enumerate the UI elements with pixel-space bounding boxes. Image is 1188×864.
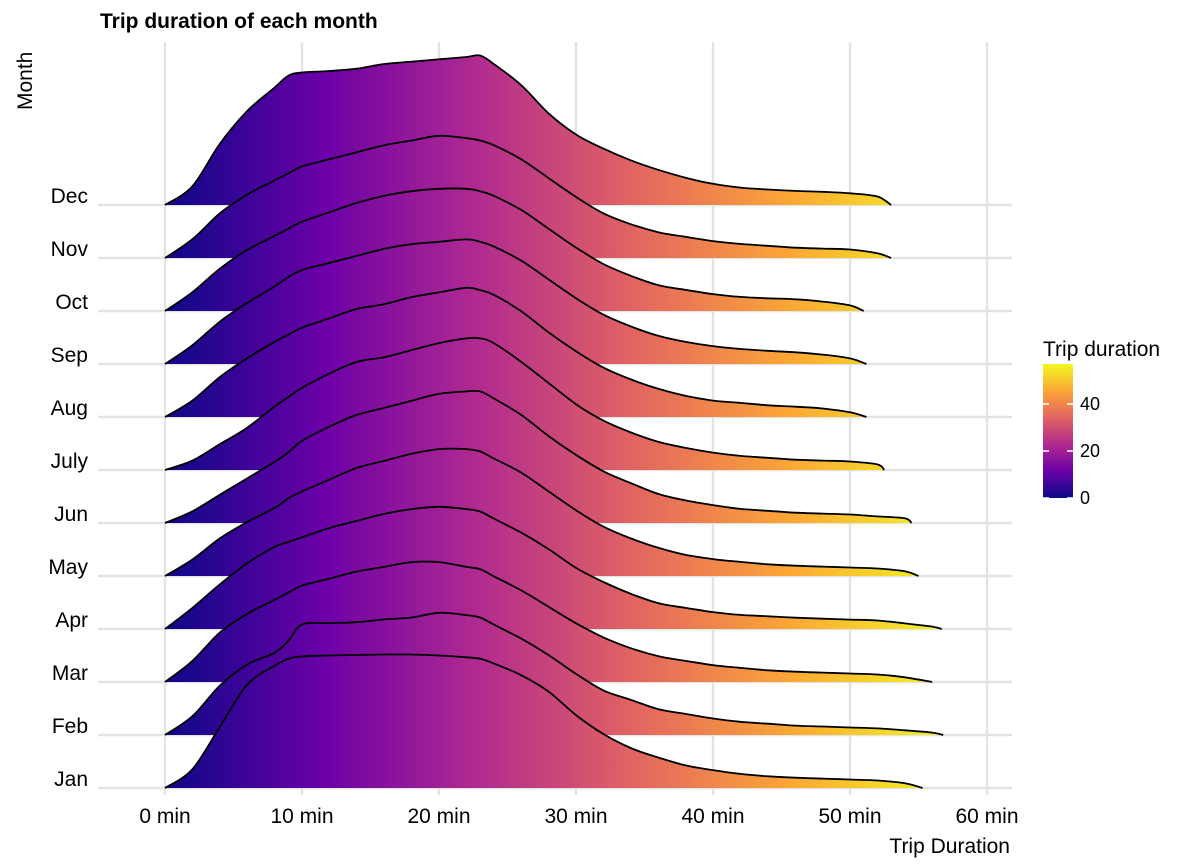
month-label: Mar	[52, 662, 88, 685]
ridge-outline	[164, 238, 867, 365]
ridge-outline	[164, 653, 923, 789]
month-label: May	[48, 556, 88, 579]
x-tick-labels: 0 min 10 min 20 min 30 min 40 min 50 min 60 mi…	[139, 805, 1018, 828]
x-tick-label: 40 min	[681, 805, 744, 828]
x-axis-title: Trip Duration	[889, 835, 1010, 858]
legend-tick-label: 0	[1080, 488, 1090, 508]
ridge-jan	[164, 653, 923, 789]
legend-colorbar	[1043, 364, 1073, 498]
ridge-outline	[164, 187, 865, 312]
x-tick-label: 60 min	[955, 805, 1018, 828]
month-label: Nov	[51, 238, 89, 261]
month-label: Aug	[51, 397, 88, 420]
ridge-outline	[164, 54, 892, 206]
ridge-outline	[164, 134, 892, 259]
ridge-fill	[165, 654, 923, 788]
month-label: Oct	[55, 291, 88, 314]
legend-tick-label: 20	[1080, 441, 1100, 461]
ridge-outline	[164, 389, 913, 524]
x-tick-label: 50 min	[818, 805, 881, 828]
ridge-outline	[164, 447, 919, 577]
ridge-outline	[164, 505, 943, 630]
month-label: Apr	[55, 609, 88, 632]
month-label: Jan	[54, 768, 88, 791]
x-tick-label: 20 min	[407, 805, 470, 828]
month-label: Jun	[54, 503, 88, 526]
chart-title: Trip duration of each month	[100, 10, 378, 33]
legend-ticks: 0 20 40	[1043, 394, 1100, 508]
x-tick-label: 0 min	[139, 805, 190, 828]
ridge-outline	[164, 611, 944, 736]
month-label: Feb	[52, 715, 88, 738]
ridges	[164, 54, 944, 789]
month-label: Sep	[51, 344, 88, 367]
ridge-outline	[164, 560, 933, 683]
ridge-outline	[164, 286, 867, 418]
month-labels: Dec Nov Oct Sep Aug July Jun May Apr Mar Feb Jan	[48, 185, 88, 791]
legend-tick-label: 40	[1080, 394, 1100, 414]
month-label: Dec	[51, 185, 88, 208]
x-tick-label: 10 min	[270, 805, 333, 828]
color-legend: Trip duration 0 20 40	[1043, 338, 1160, 508]
ridge-outline	[164, 336, 885, 471]
x-tick-label: 30 min	[544, 805, 607, 828]
legend-title: Trip duration	[1043, 338, 1160, 361]
y-axis-title: Month	[14, 52, 37, 110]
month-label: July	[51, 450, 89, 473]
